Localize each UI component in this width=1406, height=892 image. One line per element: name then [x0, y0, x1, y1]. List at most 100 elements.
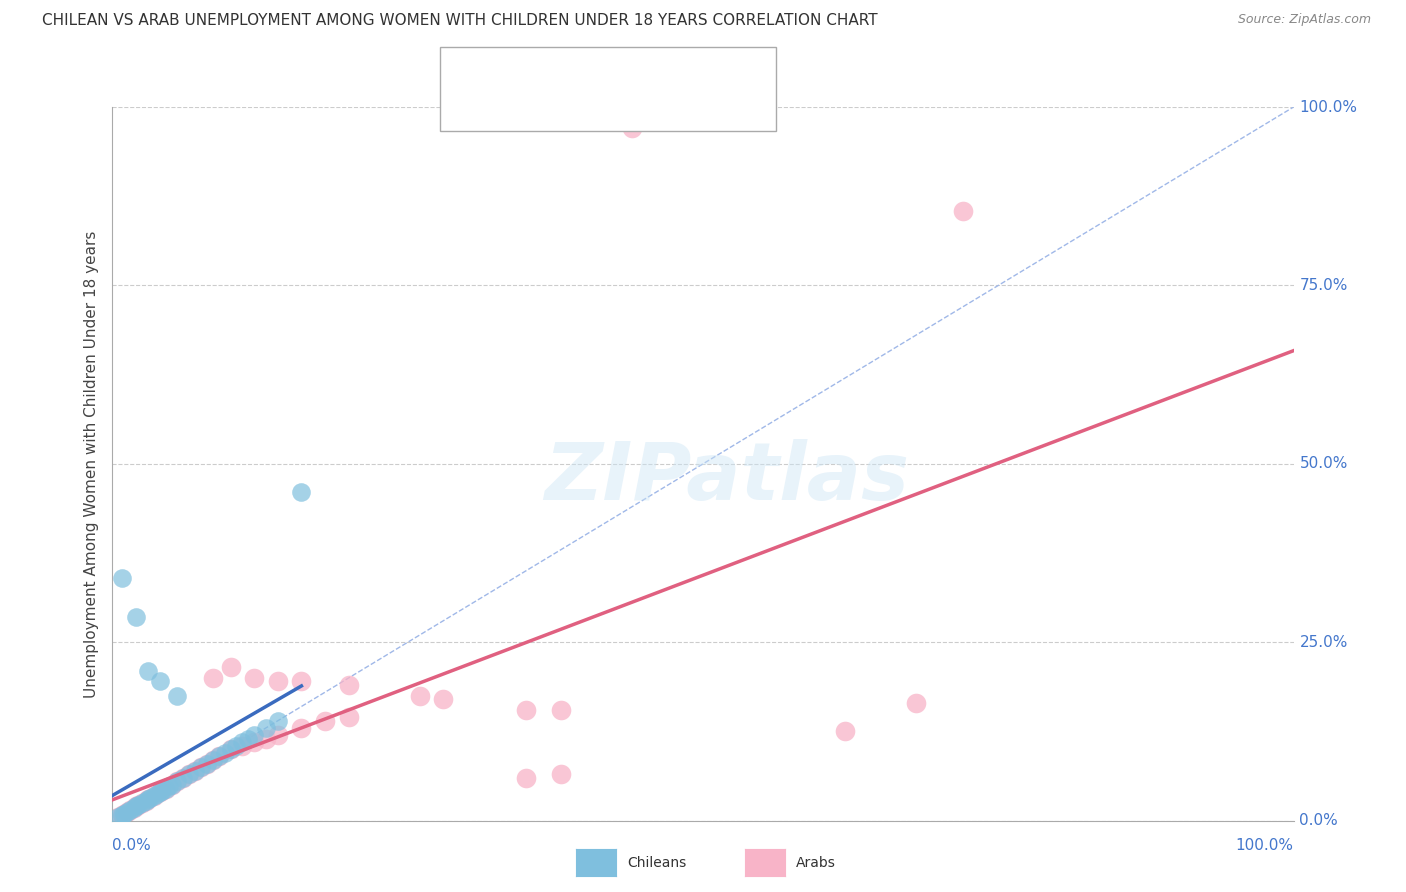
Point — [166, 689, 188, 703]
Point — [290, 674, 312, 689]
Point — [131, 796, 153, 810]
Point — [337, 710, 360, 724]
Point — [243, 671, 266, 685]
Point — [155, 781, 177, 796]
Point — [122, 801, 145, 815]
Point — [131, 796, 153, 810]
Point — [122, 801, 145, 815]
Point — [408, 689, 430, 703]
Point — [115, 805, 138, 819]
Point — [550, 767, 572, 781]
Point — [155, 781, 177, 796]
Point — [146, 787, 169, 801]
Point — [231, 739, 253, 753]
Point — [267, 674, 290, 689]
Point — [243, 728, 266, 742]
Point — [184, 764, 207, 778]
Point — [172, 771, 194, 785]
Point — [149, 785, 172, 799]
Text: 0.0%: 0.0% — [1299, 814, 1339, 828]
Point — [243, 735, 266, 749]
Point — [136, 664, 159, 678]
Text: 75.0%: 75.0% — [1299, 278, 1348, 293]
Point — [125, 799, 148, 814]
Point — [337, 678, 360, 692]
Point — [904, 696, 927, 710]
Point — [149, 785, 172, 799]
Point — [111, 808, 134, 822]
Point — [136, 792, 159, 806]
Point — [172, 771, 194, 785]
Text: Arabs: Arabs — [796, 855, 835, 870]
Point — [112, 806, 135, 821]
Point — [160, 778, 183, 792]
Point — [166, 774, 188, 789]
Point — [231, 735, 253, 749]
Point — [219, 660, 242, 674]
Point — [107, 810, 129, 824]
Point — [115, 805, 138, 819]
Point — [515, 771, 537, 785]
Point — [550, 703, 572, 717]
Point — [160, 778, 183, 792]
Text: Source: ZipAtlas.com: Source: ZipAtlas.com — [1237, 13, 1371, 27]
Point — [254, 731, 277, 746]
Point — [621, 121, 644, 136]
Point — [201, 671, 224, 685]
Point — [214, 746, 236, 760]
Point — [139, 790, 162, 805]
Text: ZIPatlas: ZIPatlas — [544, 439, 910, 517]
Point — [135, 794, 157, 808]
Point — [195, 756, 218, 771]
Point — [208, 749, 231, 764]
Point — [201, 753, 224, 767]
Point — [432, 692, 454, 706]
Text: 100.0%: 100.0% — [1236, 838, 1294, 854]
Point — [314, 714, 336, 728]
Text: R = 0.475   N = 41: R = 0.475 N = 41 — [513, 69, 669, 83]
Point — [834, 724, 856, 739]
Point — [120, 803, 142, 817]
Point — [208, 749, 231, 764]
Point — [166, 774, 188, 789]
Point — [190, 760, 212, 774]
Point — [267, 714, 290, 728]
Point — [190, 760, 212, 774]
Text: R = 0.698   N = 47: R = 0.698 N = 47 — [513, 95, 669, 110]
Point — [127, 797, 149, 812]
Point — [219, 742, 242, 756]
Text: CHILEAN VS ARAB UNEMPLOYMENT AMONG WOMEN WITH CHILDREN UNDER 18 YEARS CORRELATIO: CHILEAN VS ARAB UNEMPLOYMENT AMONG WOMEN… — [42, 13, 877, 29]
Point — [201, 753, 224, 767]
Point — [111, 808, 134, 822]
Point — [157, 780, 180, 794]
Point — [952, 203, 974, 218]
Point — [142, 789, 165, 803]
Point — [254, 721, 277, 735]
Point — [136, 792, 159, 806]
Y-axis label: Unemployment Among Women with Children Under 18 years: Unemployment Among Women with Children U… — [83, 230, 98, 698]
Point — [127, 797, 149, 812]
Point — [112, 806, 135, 821]
Point — [515, 703, 537, 717]
Point — [120, 803, 142, 817]
Point — [150, 783, 173, 797]
Point — [267, 728, 290, 742]
Point — [179, 767, 201, 781]
Text: 100.0%: 100.0% — [1299, 100, 1357, 114]
Point — [135, 794, 157, 808]
Point — [107, 810, 129, 824]
Point — [238, 731, 260, 746]
Point — [290, 485, 312, 500]
Text: 50.0%: 50.0% — [1299, 457, 1348, 471]
Point — [179, 767, 201, 781]
Point — [149, 674, 172, 689]
Point — [219, 742, 242, 756]
Text: 0.0%: 0.0% — [112, 838, 152, 854]
Point — [290, 721, 312, 735]
Point — [111, 571, 134, 585]
Point — [125, 610, 148, 624]
Text: 25.0%: 25.0% — [1299, 635, 1348, 649]
Point — [195, 756, 218, 771]
Point — [125, 799, 148, 814]
Text: Chileans: Chileans — [627, 855, 686, 870]
